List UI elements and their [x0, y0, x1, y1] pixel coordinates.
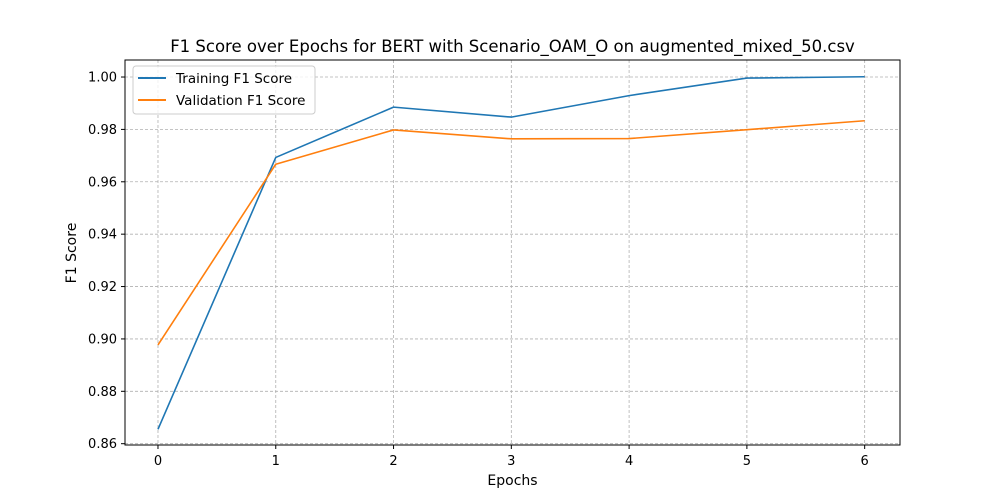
legend-box: [132, 65, 316, 115]
y-tick-label: 0.88: [88, 385, 117, 400]
x-tick-label: 2: [389, 454, 397, 469]
y-tick-label: 0.96: [88, 175, 117, 190]
x-axis-title: Epochs: [487, 473, 537, 489]
y-tick-label: 0.98: [88, 123, 117, 138]
legend-label-validation: Validation F1 Score: [176, 93, 305, 109]
x-tick-label: 1: [272, 454, 280, 469]
y-tick-label: 0.90: [88, 332, 117, 347]
x-axis-ticks: 0 1 2 3 4 5 6: [154, 445, 869, 469]
x-tick-label: 5: [743, 454, 751, 469]
y-tick-label: 0.94: [88, 228, 117, 243]
x-tick-label: 4: [625, 454, 633, 469]
y-tick-label: 0.92: [88, 280, 117, 295]
legend: Training F1 Score Validation F1 Score: [132, 65, 316, 115]
series-lines: [157, 75, 865, 430]
y-tick-label: 0.86: [88, 437, 117, 452]
y-tick-label: 1.00: [88, 71, 117, 86]
x-tick-label: 3: [507, 454, 515, 469]
y-axis-ticks: 0.86 0.88 0.90 0.92 0.94 0.96 0.98 1.00: [88, 71, 125, 452]
x-tick-label: 0: [154, 454, 162, 469]
x-tick-label: 6: [861, 454, 869, 469]
legend-label-training: Training F1 Score: [175, 71, 292, 87]
chart-title: F1 Score over Epochs for BERT with Scena…: [170, 37, 855, 57]
plot-area-frame: [124, 59, 901, 446]
y-axis-title: F1 Score: [64, 223, 80, 284]
